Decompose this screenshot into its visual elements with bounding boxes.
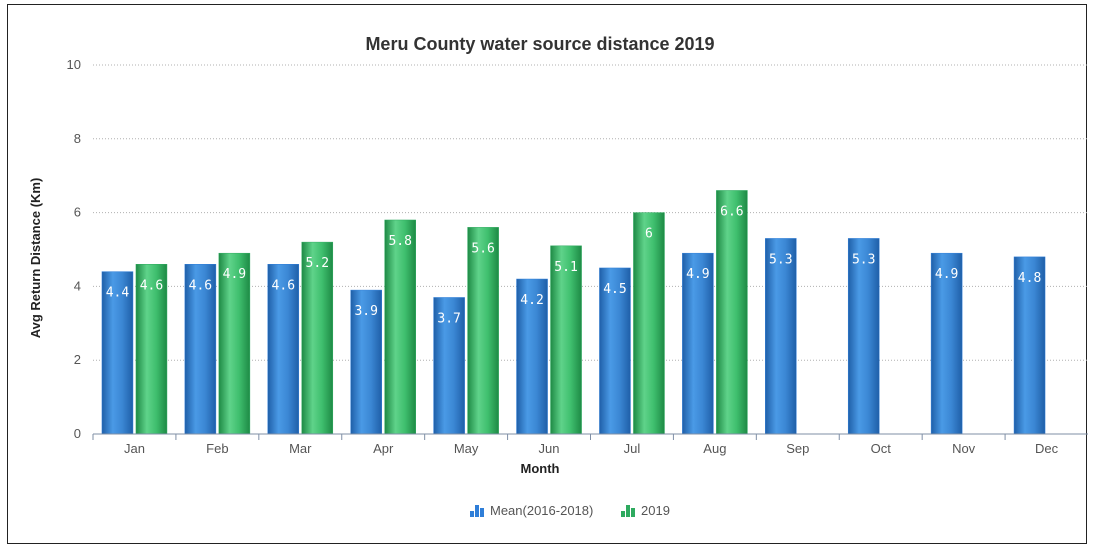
data-label: 4.9 (223, 267, 246, 282)
y-axis-title: Avg Return Distance (Km) (28, 178, 43, 339)
icon-bar (631, 508, 635, 517)
bar-mean (184, 264, 217, 435)
data-label: 4.8 (1018, 271, 1041, 286)
bar-mean (101, 271, 134, 435)
data-label: 4.4 (106, 286, 130, 301)
icon-bar (470, 511, 474, 517)
bar-mean (765, 238, 797, 435)
data-label: 4.5 (603, 282, 626, 297)
data-label: 5.3 (852, 252, 875, 267)
legend-label: Mean(2016-2018) (490, 503, 593, 518)
data-label: 4.2 (520, 293, 543, 308)
y-tick-label: 10 (67, 57, 81, 72)
y-tick-label: 2 (74, 352, 81, 367)
bar-mean (433, 297, 465, 435)
bar-chart-icon (621, 505, 635, 517)
chart-frame: Meru County water source distance 2019 4… (7, 4, 1088, 544)
data-label: 3.9 (354, 304, 377, 319)
y-tick-label: 4 (74, 278, 81, 293)
x-tick-label: Aug (703, 441, 726, 456)
bar-mean (599, 267, 631, 435)
data-label: 3.7 (437, 311, 460, 326)
bar-mean (930, 252, 963, 435)
icon-bar (480, 508, 484, 517)
bar-2019 (384, 219, 416, 435)
bar-2019 (716, 190, 748, 435)
legend-label: 2019 (641, 503, 670, 518)
data-label: 5.8 (388, 234, 411, 249)
data-label: 4.6 (140, 278, 163, 293)
x-tick-label: Jan (124, 441, 145, 456)
data-label: 4.9 (935, 267, 958, 282)
data-label: 4.6 (189, 278, 212, 293)
data-label: 6.6 (720, 204, 743, 219)
bar-mean (516, 278, 548, 435)
bar-2019 (633, 212, 665, 435)
icon-bar (626, 505, 630, 517)
y-tick-label: 8 (74, 131, 81, 146)
x-tick-label: Jul (624, 441, 641, 456)
bar-mean (350, 289, 382, 435)
bar-2019 (218, 252, 251, 435)
x-axis-title: Month (521, 461, 560, 476)
bar-2019 (467, 227, 499, 435)
bar-chart-icon (470, 505, 484, 517)
legend[interactable]: Mean(2016-2018) 2019 (470, 503, 670, 518)
data-label: 5.1 (554, 260, 577, 275)
chart-svg: Meru County water source distance 2019 4… (28, 34, 1088, 518)
bar-2019 (301, 241, 334, 435)
chart-title: Meru County water source distance 2019 (365, 34, 714, 54)
legend-item-2019[interactable]: 2019 (621, 503, 670, 518)
data-label: 4.9 (686, 267, 709, 282)
bar-mean (847, 238, 880, 435)
y-tick-label: 0 (74, 426, 81, 441)
x-tick-label: Jun (539, 441, 560, 456)
x-tick-label: Sep (786, 441, 809, 456)
data-label: 5.2 (306, 256, 329, 271)
bar-mean (682, 252, 714, 435)
x-tick-label: Dec (1035, 441, 1059, 456)
y-tick-label: 6 (74, 205, 81, 220)
icon-bar (475, 505, 479, 517)
x-tick-label: Nov (952, 441, 976, 456)
data-label: 4.6 (272, 278, 295, 293)
bar-mean (267, 264, 300, 435)
x-tick-label: Apr (373, 441, 394, 456)
x-tick-label: Oct (871, 441, 892, 456)
bar-mean (1013, 256, 1046, 435)
x-tick-label: Mar (289, 441, 312, 456)
legend-item-mean[interactable]: Mean(2016-2018) (470, 503, 593, 518)
icon-bar (621, 511, 625, 517)
data-label: 5.3 (769, 252, 792, 267)
x-tick-label: Feb (206, 441, 228, 456)
x-tick-label: May (454, 441, 479, 456)
data-label: 6 (645, 227, 653, 242)
data-label: 5.6 (471, 241, 494, 256)
